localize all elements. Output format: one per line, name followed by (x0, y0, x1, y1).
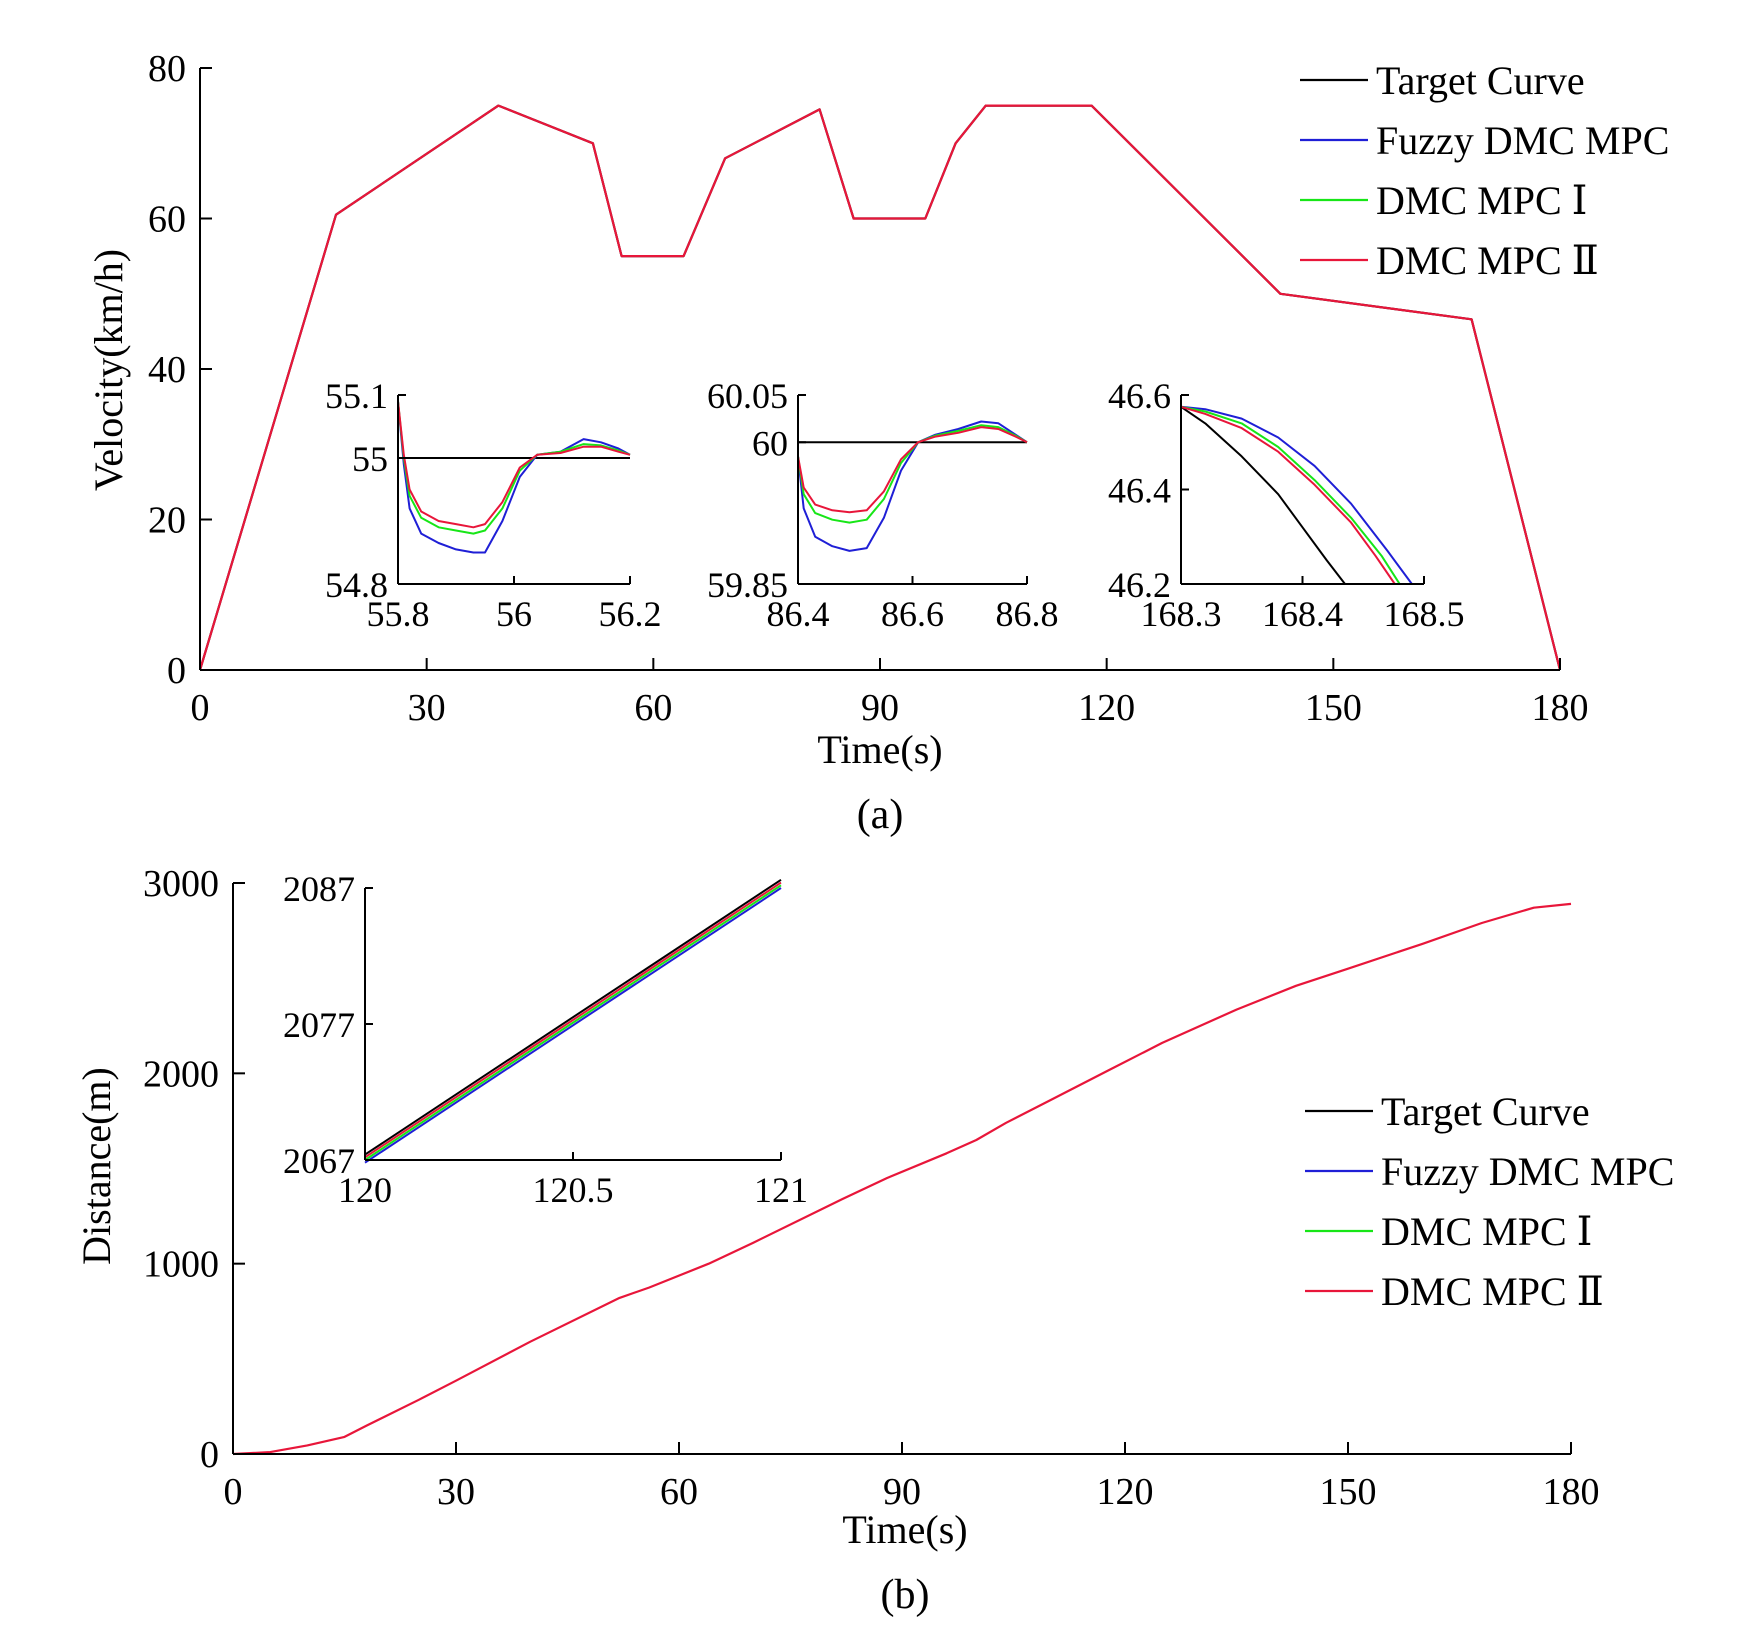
series-line-3 (364, 881, 782, 1159)
x-tick-label: 180 (1532, 687, 1589, 729)
series-line-3 (397, 401, 631, 529)
y-tick-label: 60 (148, 199, 186, 241)
x-tick-label: 0 (191, 687, 210, 729)
x-tick-label: 150 (1320, 1471, 1377, 1513)
caption-b: (b) (881, 1572, 930, 1618)
x-tick-label: 86.4 (767, 594, 830, 634)
x-tick-label: 86.6 (881, 594, 944, 634)
legend-label: Fuzzy DMC MPC (1376, 118, 1669, 163)
x-tick-label: 168.3 (1141, 594, 1222, 634)
x-tick-label: 60 (634, 687, 672, 729)
x-tick-label: 120 (1078, 687, 1135, 729)
x-tick-label: 168.5 (1384, 594, 1465, 634)
series-line-1 (1180, 405, 1413, 585)
y-axis-label: Distance(m) (74, 1067, 119, 1265)
y-tick-label: 2087 (283, 869, 355, 909)
x-tick-label: 121 (754, 1170, 808, 1210)
y-tick-label: 2067 (283, 1141, 355, 1181)
y-tick-label: 1000 (143, 1244, 219, 1286)
legend-label: Target Curve (1376, 58, 1585, 103)
series-line-1 (364, 887, 782, 1164)
x-tick-label: 120.5 (533, 1170, 614, 1210)
chart-a-inset-2: 86.4 86.6 86.8 59.85 60 60.05 (707, 376, 1059, 634)
caption-a: (a) (857, 792, 904, 838)
y-tick-label: 3000 (143, 863, 219, 905)
x-tick-label: 150 (1305, 687, 1362, 729)
x-tick-label: 56 (496, 594, 532, 634)
y-tick-label: 60 (752, 423, 788, 463)
legend-label: DMC MPC Ⅱ (1381, 1269, 1604, 1314)
legend-label: DMC MPC Ⅰ (1376, 178, 1587, 223)
x-axis-label: Time(s) (842, 1507, 967, 1552)
y-tick-label: 55.1 (325, 376, 388, 416)
y-tick-label: 40 (148, 349, 186, 391)
chart-b-inset: 120 120.5 121 2067 2077 2087 (283, 869, 808, 1210)
series-line-2 (1180, 405, 1401, 585)
legend-b: Target Curve Fuzzy DMC MPC DMC MPC Ⅰ DMC MP… (1305, 1089, 1674, 1314)
x-tick-label: 180 (1543, 1471, 1600, 1513)
y-tick-label: 0 (167, 650, 186, 692)
y-axis-label: Velocity(km/h) (86, 249, 131, 491)
series-line-2 (797, 424, 1028, 524)
x-tick-label: 168.4 (1262, 594, 1343, 634)
y-tick-label: 46.4 (1108, 471, 1171, 511)
series-line-3 (797, 426, 1028, 514)
y-tick-label: 59.85 (707, 565, 788, 605)
y-tick-label: 46.6 (1108, 376, 1171, 416)
x-tick-label: 0 (224, 1471, 243, 1513)
x-tick-label: 56.2 (599, 594, 662, 634)
series-line-2 (364, 884, 782, 1161)
y-tick-label: 54.8 (325, 565, 388, 605)
chart-a-inset-3: 168.3 168.4 168.5 46.2 46.4 46.6 (1108, 376, 1465, 634)
series-line-0 (232, 902, 1572, 1456)
legend-label: Fuzzy DMC MPC (1381, 1149, 1674, 1194)
series-line-1 (797, 420, 1028, 552)
x-tick-label: 90 (861, 687, 899, 729)
y-tick-label: 0 (200, 1434, 219, 1476)
legend-label: DMC MPC Ⅱ (1376, 238, 1599, 283)
chart-a-main: 0 30 60 90 120 150 180 0 20 40 60 80 (148, 48, 1589, 729)
series-line-1 (397, 401, 631, 554)
legend-label: DMC MPC Ⅰ (1381, 1209, 1592, 1254)
x-tick-label: 60 (660, 1471, 698, 1513)
y-tick-label: 80 (148, 48, 186, 90)
series-line-2 (397, 401, 631, 535)
y-tick-label: 60.05 (707, 376, 788, 416)
chart-b-main: 0 30 60 90 120 150 180 0 1000 2000 3000 (143, 863, 1600, 1513)
x-tick-label: 120 (338, 1170, 392, 1210)
x-axis-label: Time(s) (817, 727, 942, 772)
series-line-0 (198, 104, 1562, 671)
x-tick-label: 55.8 (367, 594, 430, 634)
x-tick-label: 30 (408, 687, 446, 729)
x-tick-label: 120 (1097, 1471, 1154, 1513)
y-tick-label: 2000 (143, 1053, 219, 1095)
series-line-1 (198, 104, 1562, 671)
y-tick-label: 20 (148, 500, 186, 542)
series-line-0 (1180, 405, 1346, 585)
legend-label: Target Curve (1381, 1089, 1590, 1134)
x-tick-label: 90 (883, 1471, 921, 1513)
y-tick-label: 2077 (283, 1005, 355, 1045)
y-tick-label: 55 (352, 439, 388, 479)
x-tick-label: 30 (437, 1471, 475, 1513)
x-tick-label: 86.8 (996, 594, 1059, 634)
legend-a: Target Curve Fuzzy DMC MPC DMC MPC Ⅰ DMC MP… (1300, 58, 1669, 283)
y-tick-label: 46.2 (1108, 565, 1171, 605)
series-line-0 (364, 878, 782, 1156)
series-line-3 (1180, 405, 1396, 585)
chart-a-inset-1: 55.8 56 56.2 54.8 55 55.1 (325, 376, 662, 634)
